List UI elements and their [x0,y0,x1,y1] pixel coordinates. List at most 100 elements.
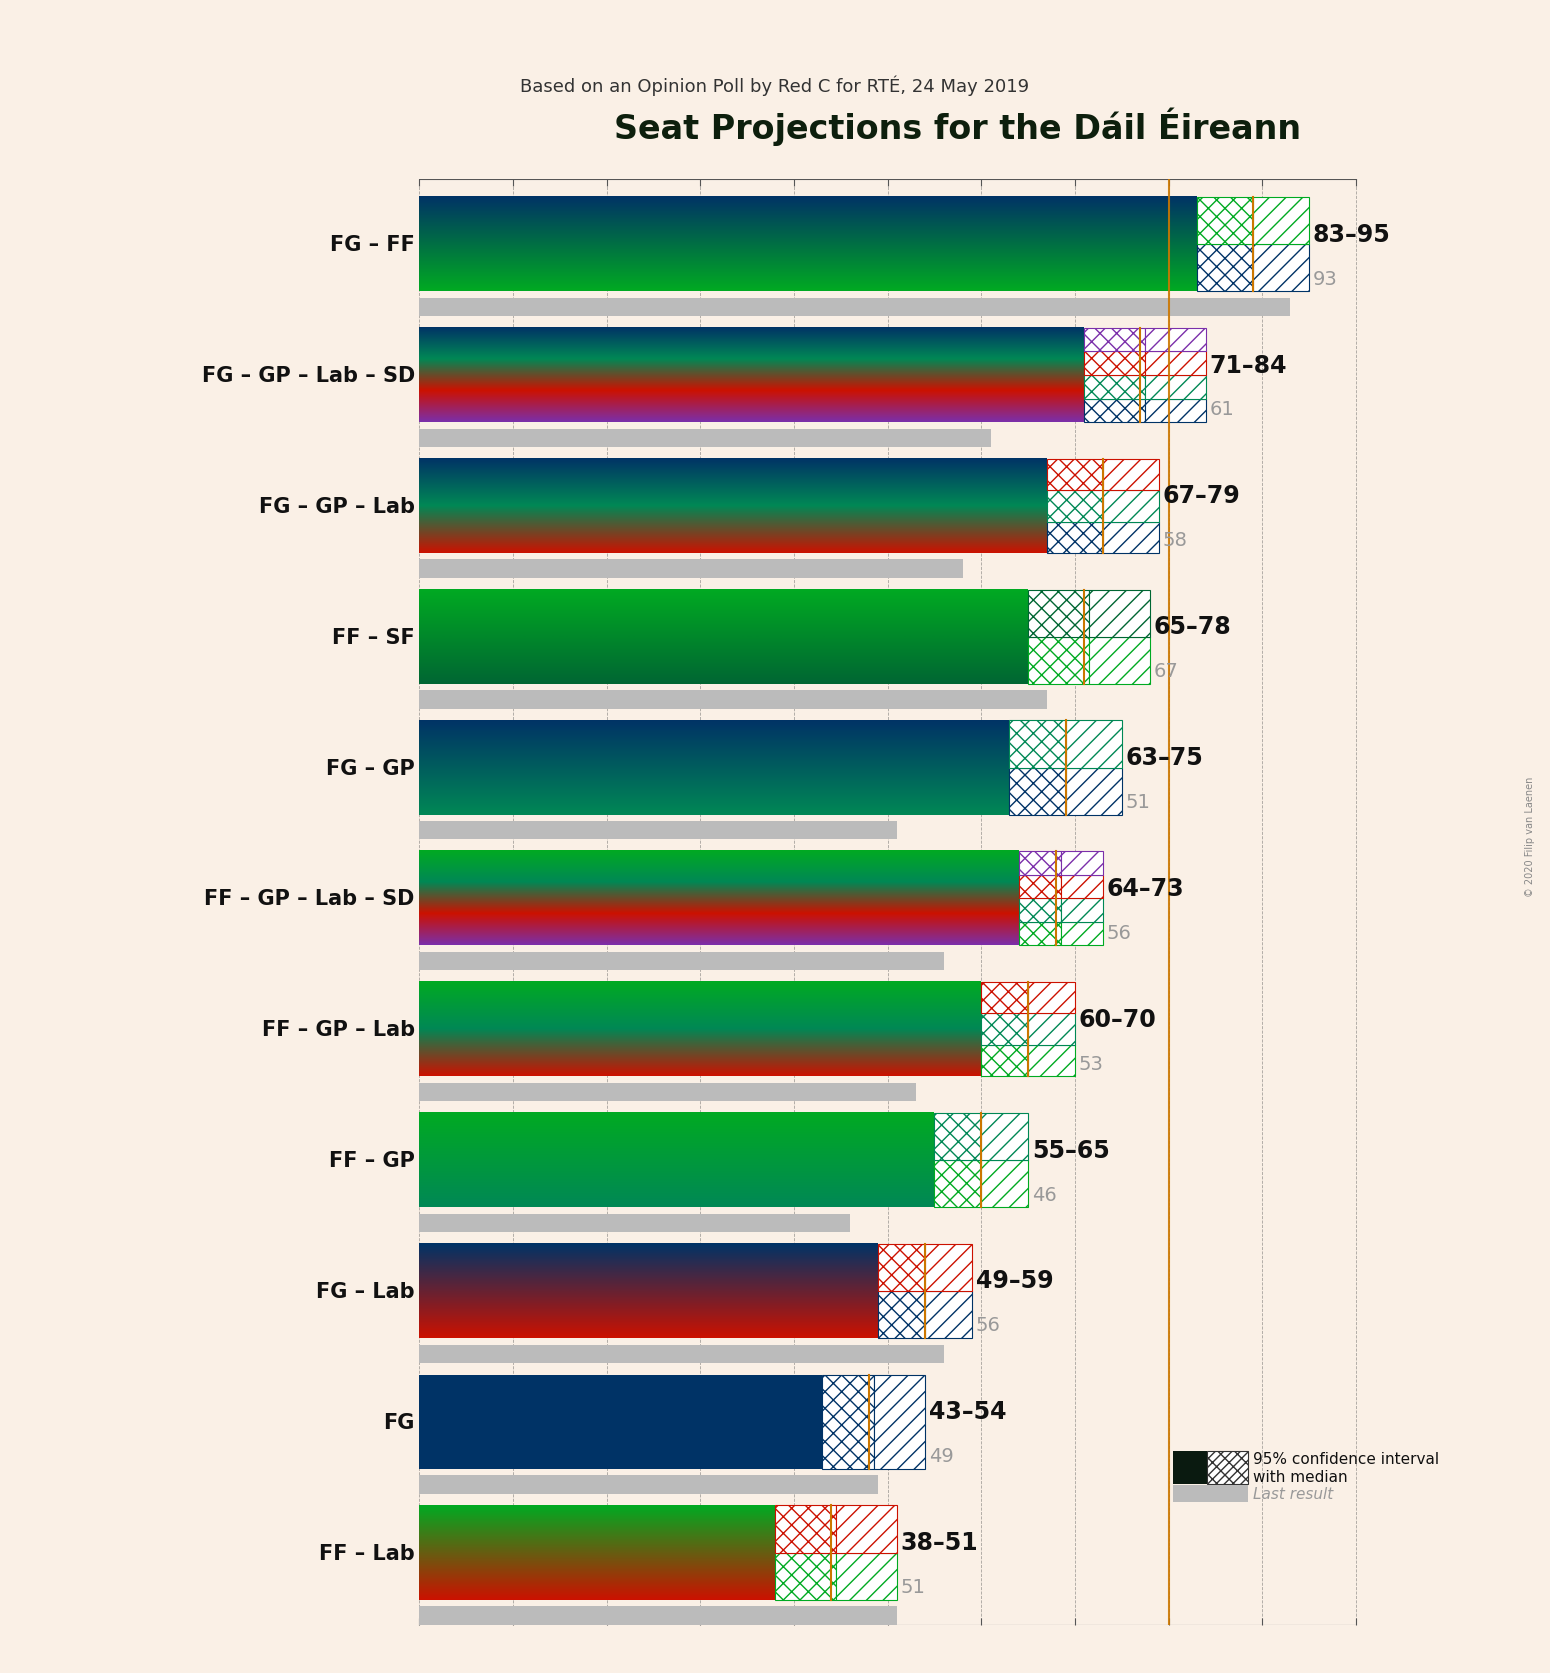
Bar [925,1245,972,1292]
Bar [1028,982,1074,1014]
Bar [1104,460,1159,490]
Text: 65–78: 65–78 [1153,614,1231,639]
Text: FG – GP – Lab – SD: FG – GP – Lab – SD [202,366,415,386]
Bar [874,1375,925,1469]
Bar [420,1606,897,1624]
Bar [420,952,944,970]
Bar [1060,875,1104,898]
Bar [1028,1014,1074,1046]
Text: 83–95: 83–95 [1313,223,1390,246]
Bar [1009,721,1065,768]
Bar [1145,376,1206,400]
Bar [1028,1046,1074,1077]
Text: 61: 61 [1209,400,1234,420]
Bar [981,982,1028,1014]
Bar [1197,244,1252,293]
Bar [981,1014,1028,1046]
Bar [775,1506,835,1553]
Bar [935,1113,981,1161]
Bar [1046,522,1104,554]
Bar [420,821,897,840]
Bar [1060,898,1104,922]
Bar [981,1113,1028,1161]
Text: 56: 56 [975,1315,1001,1335]
Bar [1085,353,1145,376]
Bar [1028,637,1090,684]
Bar [1207,1450,1248,1484]
Text: FF – Lab: FF – Lab [319,1543,415,1563]
Bar [420,298,1290,316]
Bar [1173,1450,1207,1484]
Text: 67–79: 67–79 [1162,483,1240,509]
Bar [879,1245,925,1292]
Bar [420,1476,879,1494]
Bar [1145,400,1206,423]
Bar [1018,898,1060,922]
Bar [420,1375,822,1469]
Bar [775,1553,835,1599]
Text: 49–59: 49–59 [975,1268,1054,1293]
Text: 43–54: 43–54 [928,1399,1006,1424]
Bar [1104,522,1159,554]
Bar [420,560,963,579]
Text: 64–73: 64–73 [1107,877,1184,900]
Bar [1252,197,1310,244]
Bar [1090,637,1150,684]
Text: 71–84: 71–84 [1209,353,1286,378]
Text: 93: 93 [1313,269,1338,288]
Bar [1173,1486,1248,1502]
Text: 63–75: 63–75 [1125,746,1203,770]
Text: 58: 58 [1162,530,1187,550]
Text: FG – GP – Lab: FG – GP – Lab [259,497,415,517]
Bar [1085,376,1145,400]
Bar [1046,490,1104,522]
Text: 53: 53 [1079,1054,1104,1072]
Bar [981,1161,1028,1208]
Bar [1090,591,1150,637]
Bar [1252,244,1310,293]
Text: 49: 49 [928,1447,953,1466]
Text: FF – GP – Lab: FF – GP – Lab [262,1019,415,1039]
Bar [1085,400,1145,423]
Text: FG – Lab: FG – Lab [316,1282,415,1302]
Bar [981,1046,1028,1077]
Bar [420,1082,916,1101]
Bar [822,1375,874,1469]
Bar [420,430,990,448]
Bar [420,691,1046,709]
Bar [879,1292,925,1338]
Bar [835,1506,897,1553]
Bar [1018,852,1060,875]
Bar [1145,328,1206,353]
Text: © 2020 Filip van Laenen: © 2020 Filip van Laenen [1525,776,1534,897]
Bar [1046,460,1104,490]
Text: 56: 56 [1107,923,1132,942]
Bar [925,1292,972,1338]
Bar [1085,328,1145,353]
Text: FF – SF: FF – SF [332,627,415,647]
Text: FF – GP: FF – GP [329,1151,415,1171]
Bar [1018,875,1060,898]
Bar [1104,490,1159,522]
Bar [1065,721,1122,768]
Bar [935,1161,981,1208]
Text: 60–70: 60–70 [1079,1007,1156,1031]
Bar [1060,852,1104,875]
Text: Last result: Last result [1252,1486,1333,1501]
Text: 67: 67 [1153,663,1178,681]
Text: 51: 51 [901,1578,925,1596]
Text: FG – FF: FG – FF [330,234,415,254]
Bar [1145,353,1206,376]
Bar [420,1215,851,1233]
Text: 95% confidence interval
with median: 95% confidence interval with median [1252,1452,1438,1484]
Text: 51: 51 [1125,793,1150,811]
Text: FF – GP – Lab – SD: FF – GP – Lab – SD [205,888,415,908]
Title: Seat Projections for the Dáil Éireann: Seat Projections for the Dáil Éireann [614,107,1302,146]
Bar [1018,922,1060,945]
Text: FG: FG [383,1412,415,1432]
Bar [835,1553,897,1599]
Text: Based on an Opinion Poll by Red C for RTÉ, 24 May 2019: Based on an Opinion Poll by Red C for RT… [521,75,1029,95]
Bar [1065,768,1122,815]
Bar [1009,768,1065,815]
Bar [420,1345,944,1363]
